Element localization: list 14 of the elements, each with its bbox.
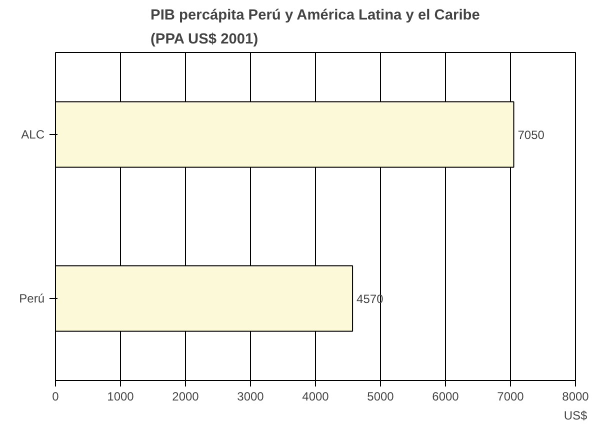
x-tick-label: 3000	[237, 390, 264, 404]
chart-title: PIB percápita Perú y América Latina y el Caribe (PPA US$ 2001)	[150, 8, 480, 48]
x-tick-label: 4000	[302, 390, 330, 404]
x-tick-label: 0	[52, 390, 60, 404]
y-tick-label: ALC	[21, 128, 45, 142]
x-tick-label: 8000	[562, 390, 590, 404]
x-tick-label: 2000	[172, 390, 200, 404]
y-tick-label: Perú	[19, 292, 45, 306]
x-tick-label: 6000	[432, 390, 460, 404]
x-tick-label: 7000	[497, 390, 524, 404]
x-tick-label: 5000	[367, 390, 394, 404]
data-label: 7050	[518, 128, 545, 142]
x-tick-label: 1000	[107, 390, 134, 404]
x-axis-title: US$	[564, 408, 588, 422]
